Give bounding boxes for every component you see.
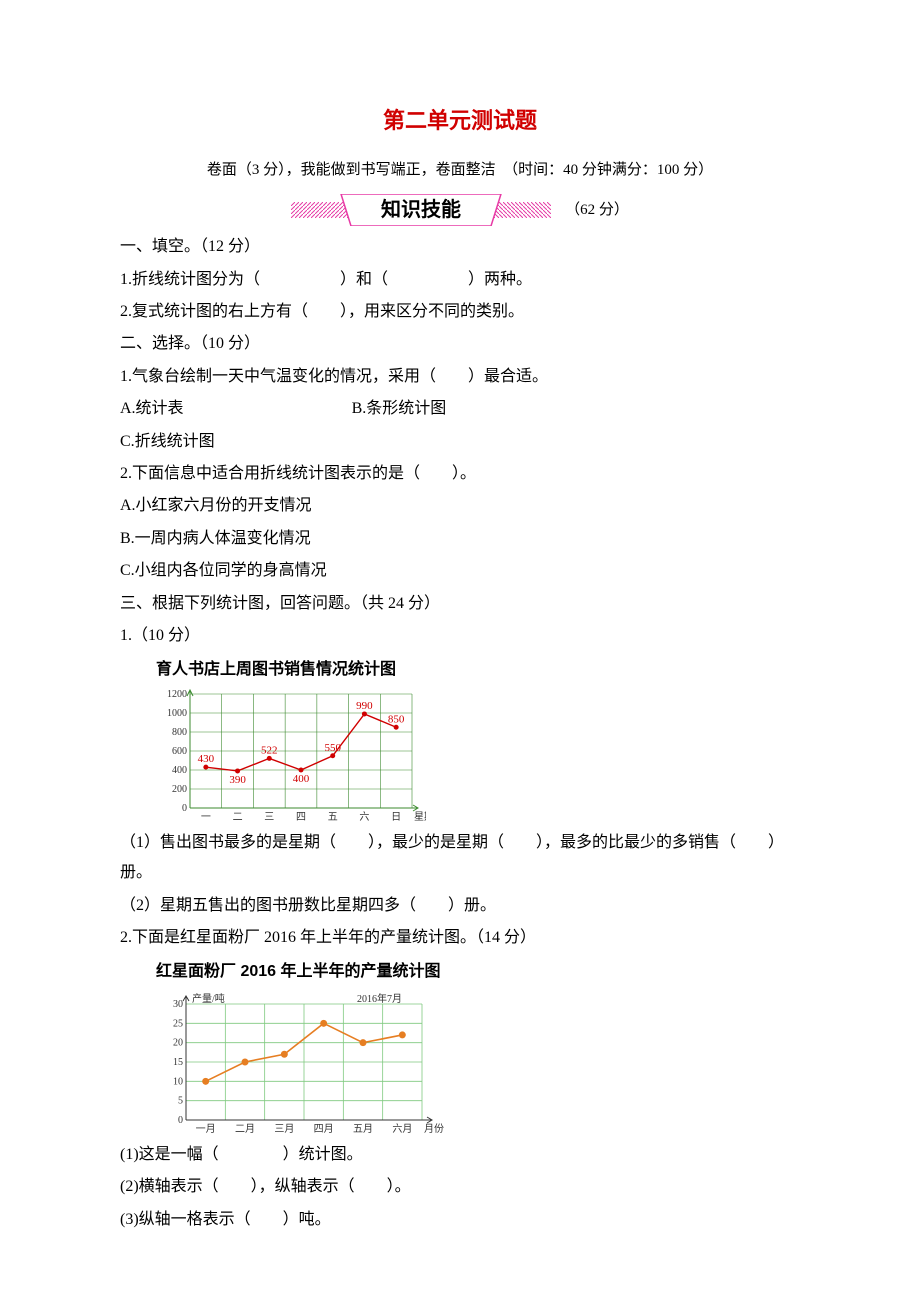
svg-text:430: 430	[198, 753, 215, 765]
svg-text:550: 550	[324, 742, 341, 754]
svg-text:三月: 三月	[274, 1123, 294, 1135]
svg-text:990: 990	[356, 700, 373, 712]
svg-text:四: 四	[296, 812, 306, 823]
s2-q2c: C.小组内各位同学的身高情况	[120, 556, 800, 586]
chart2-title: 红星面粉厂 2016 年上半年的产量统计图	[156, 957, 800, 987]
svg-text:五月: 五月	[353, 1123, 373, 1135]
svg-text:30: 30	[173, 999, 183, 1010]
svg-text:六: 六	[359, 811, 369, 823]
s3-q1-2: （2）星期五售出的图书册数比星期四多（ ）册。	[120, 891, 800, 921]
s2-q2a: A.小红家六月份的开支情况	[120, 491, 800, 521]
svg-text:一月: 一月	[196, 1123, 216, 1135]
svg-text:星期: 星期	[414, 811, 426, 823]
s3-q1: 1.（10 分）	[120, 621, 800, 651]
svg-text:2016年7月: 2016年7月	[357, 992, 402, 1005]
s2-q1a: A.统计表	[120, 400, 184, 417]
svg-text:1200: 1200	[167, 689, 187, 700]
s3-q2: 2.下面是红星面粉厂 2016 年上半年的产量统计图。（14 分）	[120, 923, 800, 953]
s1-q2: 2.复式统计图的右上方有（ ），用来区分不同的类别。	[120, 297, 800, 327]
banner-score: （62 分）	[565, 196, 629, 225]
svg-text:六月: 六月	[392, 1123, 412, 1135]
s3-q2-3: (3)纵轴一格表示（ ）吨。	[120, 1205, 800, 1235]
svg-text:产量/吨: 产量/吨	[192, 992, 225, 1005]
svg-text:知识技能: 知识技能	[381, 197, 461, 221]
doc-title: 第二单元测试题	[120, 100, 800, 142]
svg-text:850: 850	[388, 713, 405, 725]
s2-q1: 1.气象台绘制一天中气温变化的情况，采用（ ）最合适。	[120, 362, 800, 392]
s3-q2-1: (1)这是一幅（ ）统计图。	[120, 1140, 800, 1170]
s2-q1c: C.折线统计图	[120, 427, 800, 457]
svg-text:日: 日	[391, 812, 401, 823]
svg-text:0: 0	[182, 803, 187, 814]
svg-text:522: 522	[261, 744, 278, 756]
s2-q2: 2.下面信息中适合用折线统计图表示的是（ ）。	[120, 459, 800, 489]
svg-text:四月: 四月	[314, 1123, 334, 1135]
svg-text:15: 15	[173, 1057, 183, 1068]
banner-row: 知识技能 （62 分）	[120, 194, 800, 226]
chart1-title: 育人书店上周图书销售情况统计图	[156, 655, 800, 685]
svg-text:200: 200	[172, 784, 187, 795]
svg-text:10: 10	[173, 1076, 183, 1087]
svg-text:25: 25	[173, 1018, 183, 1029]
svg-text:五: 五	[328, 812, 338, 823]
s3-q2-2: (2)横轴表示（ ），纵轴表示（ ）。	[120, 1172, 800, 1202]
meta-line: 卷面（3 分），我能做到书写端正，卷面整洁 （时间：40 分钟满分：100 分）	[120, 156, 800, 185]
svg-text:月份: 月份	[424, 1123, 444, 1135]
section3-heading: 三、根据下列统计图，回答问题。（共 24 分）	[120, 589, 800, 619]
section2-heading: 二、选择。（10 分）	[120, 329, 800, 359]
chart2: 0 5 10 15 20 25 30 产量/吨月份 2016年7月一月 二月 三月 四月 五月 六月	[156, 988, 456, 1138]
svg-text:0: 0	[178, 1115, 183, 1126]
svg-text:20: 20	[173, 1037, 183, 1048]
svg-text:390: 390	[229, 774, 246, 786]
svg-text:1000: 1000	[167, 708, 187, 719]
svg-text:5: 5	[178, 1095, 183, 1106]
svg-text:二: 二	[233, 812, 243, 823]
svg-text:二月: 二月	[235, 1123, 255, 1135]
s1-q1: 1.折线统计图分为（ ）和（ ）两种。	[120, 265, 800, 295]
section1-heading: 一、填空。（12 分）	[120, 232, 800, 262]
s2-q2b: B.一周内病人体温变化情况	[120, 524, 800, 554]
svg-text:一: 一	[201, 812, 211, 823]
svg-text:三: 三	[264, 812, 274, 823]
knowledge-banner: 知识技能	[291, 194, 551, 226]
s3-q1-1: （1）售出图书最多的是星期（ ），最少的是星期（ ），最多的比最少的多销售（ ）…	[120, 828, 800, 889]
s2-q1-ab: A.统计表 B.条形统计图	[120, 394, 800, 424]
chart1: 0 200 400 600 800 1000 1200 一 二 三 四 五 六 日 星期 430 390 522 4…	[156, 686, 426, 826]
svg-text:800: 800	[172, 727, 187, 738]
svg-text:400: 400	[172, 765, 187, 776]
svg-text:600: 600	[172, 746, 187, 757]
s2-q1b: B.条形统计图	[352, 400, 447, 417]
svg-text:400: 400	[293, 773, 310, 785]
